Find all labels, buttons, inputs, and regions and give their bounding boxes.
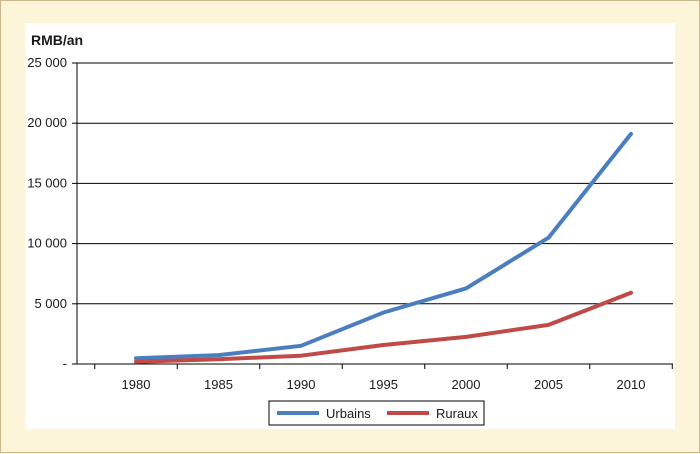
x-tick-label: 1985 xyxy=(204,377,233,392)
series-line-urbains xyxy=(136,134,631,358)
x-tick-label: 1990 xyxy=(287,377,316,392)
axes xyxy=(72,63,673,369)
gridlines xyxy=(77,63,673,304)
series-lines xyxy=(136,134,631,362)
y-tick-label: - xyxy=(63,356,67,371)
legend: Urbains Ruraux xyxy=(269,401,484,425)
x-tick-label: 2000 xyxy=(452,377,481,392)
y-tick-label: 20 000 xyxy=(27,115,67,130)
x-tick-label: 2005 xyxy=(534,377,563,392)
x-tick-label: 2010 xyxy=(617,377,646,392)
x-tick-labels: 1980 1985 1990 1995 2000 2005 2010 xyxy=(122,377,646,392)
y-tick-label: 25 000 xyxy=(27,55,67,70)
y-tick-label: 10 000 xyxy=(27,236,67,251)
y-tick-label: 15 000 xyxy=(27,175,67,190)
x-tick-label: 1995 xyxy=(369,377,398,392)
y-unit-label: RMB/an xyxy=(31,32,83,48)
y-tick-labels: - 5 000 10 000 15 000 20 000 25 000 xyxy=(27,55,67,371)
x-tick-label: 1980 xyxy=(122,377,151,392)
legend-label: Urbains xyxy=(326,406,371,421)
series-line-ruraux xyxy=(136,293,631,362)
legend-label: Ruraux xyxy=(436,406,478,421)
y-tick-label: 5 000 xyxy=(34,296,67,311)
